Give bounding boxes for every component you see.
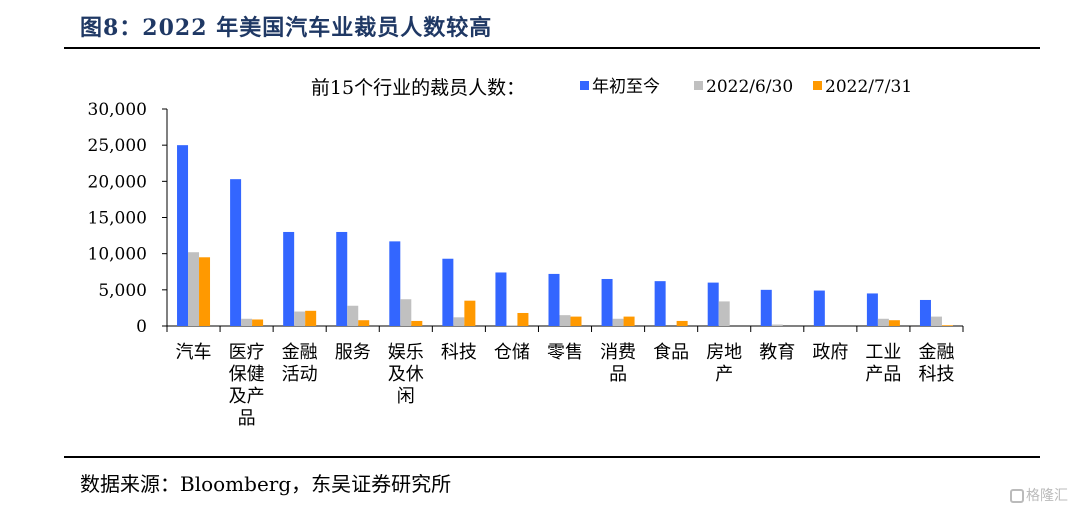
x-tick-label: 金融 (282, 342, 318, 363)
bar (294, 311, 306, 326)
y-tick-label: 15,000 (88, 209, 147, 229)
x-tick-label: 医疗 (229, 342, 265, 363)
x-tick-label: 及产 (229, 386, 265, 407)
bar-chart: 0 5,000 10,000 15,000 20,000 25,000 30,000 汽车 医疗… (88, 77, 964, 429)
x-tick-label: 科技 (918, 364, 954, 385)
x-tick-label: 零售 (547, 342, 583, 363)
bar (919, 299, 931, 326)
x-tick-label: 金融 (918, 342, 954, 363)
x-tick-label: 及休 (388, 364, 424, 385)
chart-title: 前15个行业的裁员人数： (311, 77, 525, 99)
x-tick-label: 品 (238, 408, 256, 429)
x-tick-label: 汽车 (176, 342, 212, 363)
x-tick-label: 娱乐 (388, 342, 424, 363)
bottom-rule (64, 456, 1040, 458)
legend-label: 年初至今 (592, 77, 660, 97)
bar (676, 320, 688, 326)
y-tick-label: 20,000 (88, 172, 147, 192)
x-tick-label: 教育 (759, 342, 795, 363)
x-tick-label: 品 (609, 364, 627, 385)
x-tick-label: 消费 (600, 342, 636, 363)
bar (760, 289, 772, 326)
bar (230, 179, 242, 326)
bar (199, 257, 211, 326)
bar (283, 231, 295, 326)
x-tick-label: 产 (715, 364, 733, 385)
bar (411, 320, 423, 326)
bar (612, 318, 624, 326)
bar (389, 241, 401, 326)
bar (464, 300, 476, 326)
bar (252, 319, 264, 326)
bar (570, 316, 582, 326)
x-tick-label: 科技 (441, 342, 477, 363)
legend-label: 2022/6/30 (706, 77, 793, 97)
bar (930, 316, 942, 326)
x-tick-label: 活动 (282, 364, 318, 385)
legend-swatch (694, 81, 703, 90)
bar (718, 301, 730, 326)
watermark-logo-icon (1010, 489, 1024, 503)
bar (305, 310, 317, 326)
bar (941, 325, 953, 326)
top-rule (64, 47, 1040, 49)
legend-swatch (813, 81, 822, 90)
bar (506, 325, 518, 326)
bar (442, 258, 454, 326)
bar (358, 320, 370, 326)
watermark-text: 格隆汇 (1026, 488, 1068, 504)
bar (336, 231, 348, 326)
x-tick-label: 房地 (706, 342, 742, 363)
legend-label: 2022/7/31 (825, 77, 912, 97)
x-tick-label: 仓储 (494, 342, 530, 363)
y-tick-label: 25,000 (88, 136, 147, 156)
bar (813, 290, 825, 326)
bar (601, 278, 613, 326)
y-tick-label: 30,000 (88, 100, 147, 120)
bar (877, 318, 889, 326)
bar (188, 252, 200, 326)
bar (347, 305, 359, 326)
y-tick-label: 10,000 (88, 245, 147, 265)
x-tick-label: 闲 (397, 386, 415, 407)
bar (177, 145, 189, 326)
x-tick-label: 服务 (335, 342, 371, 363)
watermark: 格隆汇 (1010, 485, 1068, 505)
bar (623, 316, 635, 326)
bar (559, 315, 571, 326)
y-tick-label: 5,000 (98, 281, 147, 301)
bar (771, 324, 783, 326)
bar (400, 299, 412, 326)
bar (548, 273, 560, 326)
bar (517, 312, 529, 326)
legend-swatch (580, 81, 589, 90)
x-tick-label: 保健 (229, 364, 265, 385)
bar (241, 318, 253, 326)
bar (495, 272, 507, 326)
x-tick-label: 产品 (865, 364, 901, 385)
x-tick-label: 食品 (653, 342, 689, 363)
x-tick-label: 政府 (812, 342, 848, 363)
bar (707, 282, 719, 326)
source-note: 数据来源：Bloomberg，东吴证券研究所 (80, 472, 452, 496)
bar (654, 281, 666, 326)
figure-title: 图8：2022 年美国汽车业裁员人数较高 (80, 15, 493, 41)
bar (888, 320, 900, 326)
x-tick-label: 工业 (865, 342, 901, 363)
y-tick-label: 0 (136, 317, 147, 337)
bar (866, 293, 878, 326)
bar (453, 317, 465, 326)
